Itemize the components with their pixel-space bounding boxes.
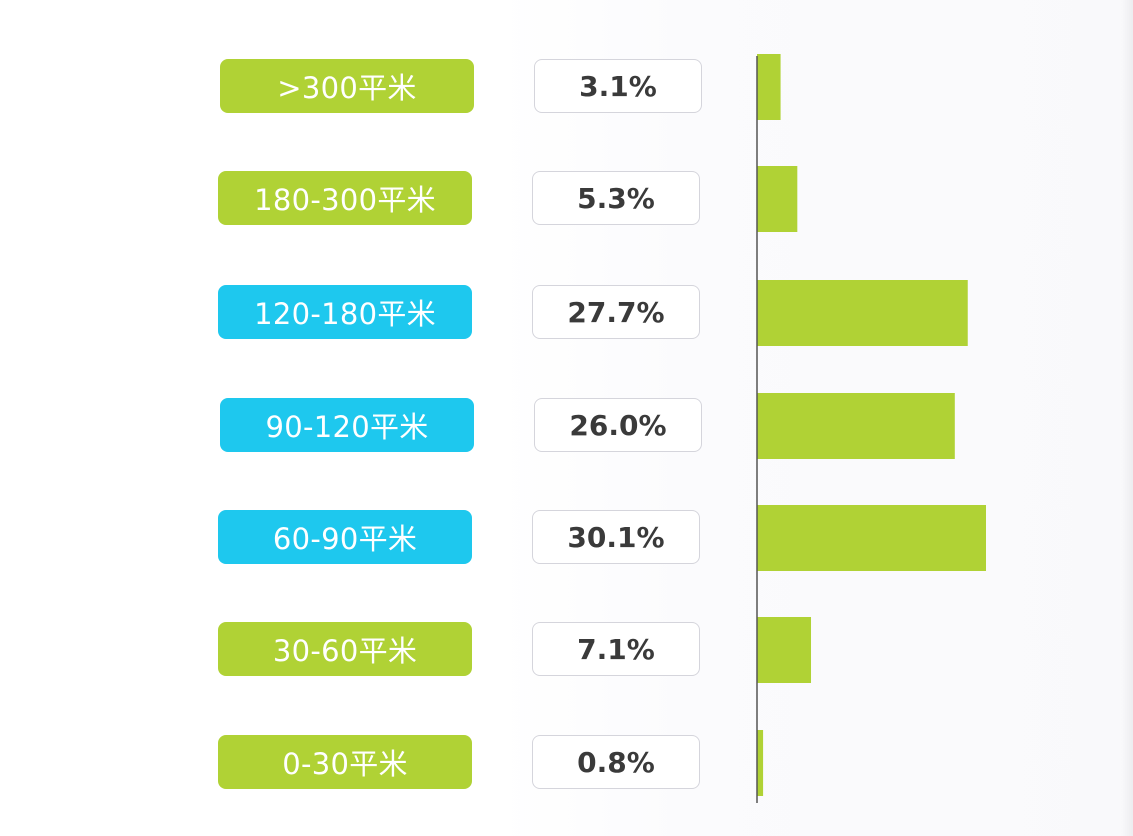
category-label: 0-30平米 xyxy=(218,735,472,789)
bar xyxy=(757,505,986,571)
category-label: 30-60平米 xyxy=(218,622,472,676)
chart-row: 30-60平米 7.1% xyxy=(0,620,1133,678)
category-label: 60-90平米 xyxy=(218,510,472,564)
bar xyxy=(757,393,955,459)
category-label: >300平米 xyxy=(220,59,474,113)
value-label: 30.1% xyxy=(532,510,700,564)
chart-row: 180-300平米 5.3% xyxy=(0,169,1133,227)
value-label: 27.7% xyxy=(532,285,700,339)
bar xyxy=(757,54,781,120)
value-label: 3.1% xyxy=(534,59,702,113)
chart-row: 0-30平米 0.8% xyxy=(0,733,1133,791)
bar xyxy=(757,617,812,683)
value-label: 26.0% xyxy=(534,398,702,452)
bar xyxy=(757,166,798,232)
bar xyxy=(757,730,764,796)
value-label: 0.8% xyxy=(532,735,700,789)
value-label: 7.1% xyxy=(532,622,700,676)
chart-row: 90-120平米 26.0% xyxy=(0,396,1133,454)
category-label: 90-120平米 xyxy=(220,398,474,452)
bar xyxy=(757,280,968,346)
page-edge-shadow xyxy=(1121,0,1133,836)
chart-row: 60-90平米 30.1% xyxy=(0,508,1133,566)
chart-row: >300平米 3.1% xyxy=(0,57,1133,115)
category-label: 180-300平米 xyxy=(218,171,472,225)
value-label: 5.3% xyxy=(532,171,700,225)
chart-row: 120-180平米 27.7% xyxy=(0,283,1133,341)
category-label: 120-180平米 xyxy=(218,285,472,339)
